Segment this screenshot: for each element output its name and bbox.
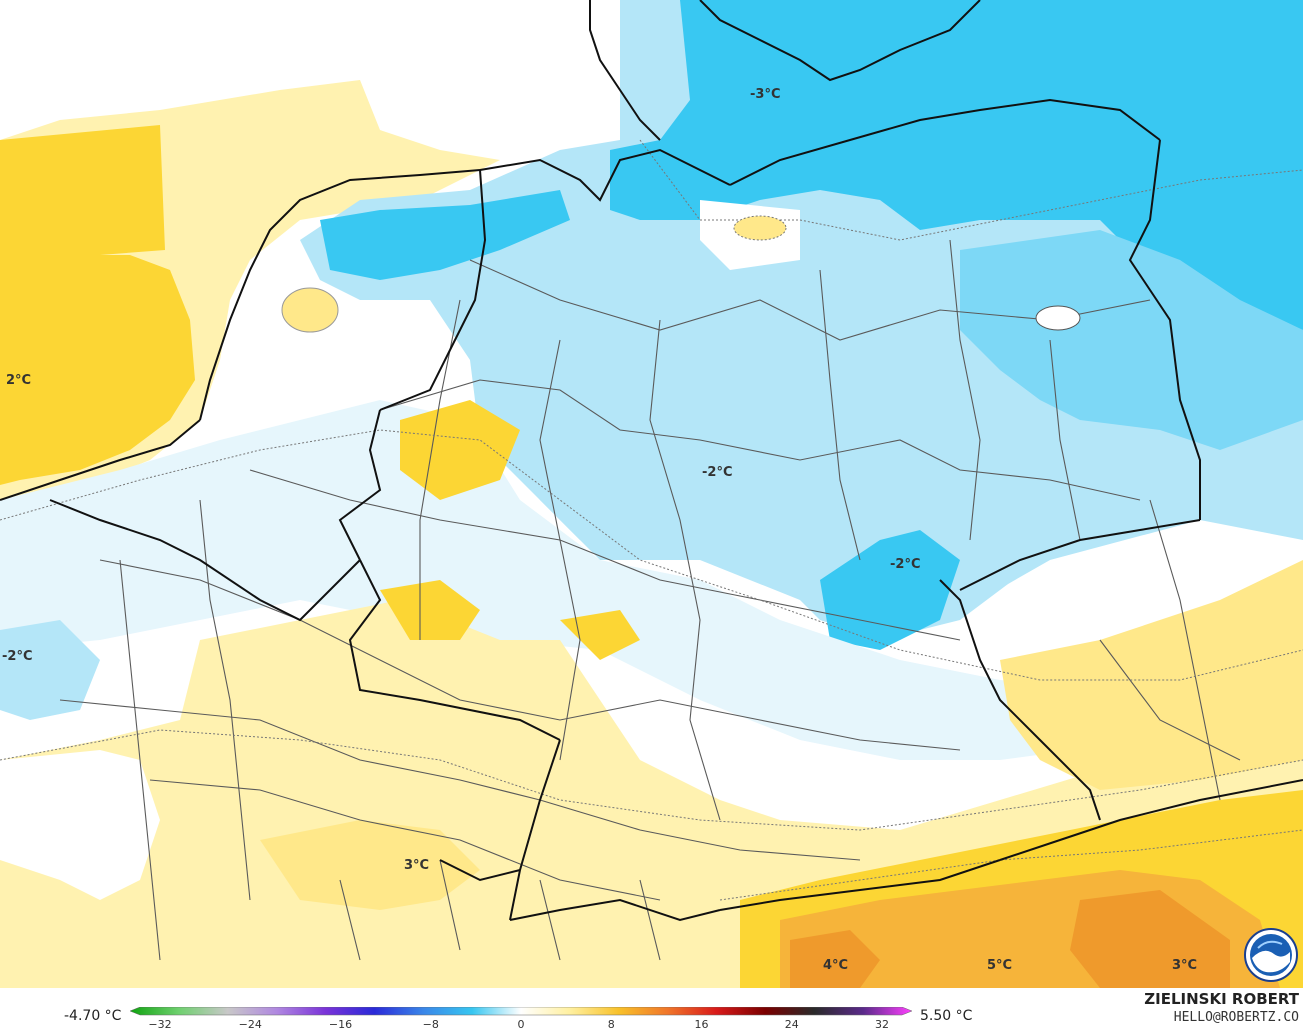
east-yellow-area [1000, 560, 1303, 790]
pale-blue-belt [0, 400, 1303, 760]
temperature-map [0, 0, 1303, 988]
credit-email: HELLO@ROBERTZ.CO [1173, 1010, 1299, 1025]
temp-label-west: 2°C [6, 373, 32, 388]
temp-label-south: 3°C [404, 858, 430, 873]
legend-tick-label: −16 [328, 1018, 353, 1031]
legend-tick-label: −24 [238, 1018, 262, 1031]
temp-label-north: -3°C [750, 87, 781, 102]
border-de-pl [1128, 139, 1201, 520]
border-be-de [338, 409, 382, 561]
lake-shape-3 [281, 287, 339, 333]
country-borders [0, 98, 1303, 922]
central-yellow-patch-2 [380, 580, 480, 640]
southeast-cyan-area [820, 530, 960, 650]
central-yellow-patch [400, 400, 520, 500]
admin-borders [59, 239, 1241, 961]
legend-tick-label: −8 [422, 1018, 439, 1031]
temp-label-alps-west: 4°C [823, 958, 849, 973]
central-yellow-patch-3 [560, 610, 640, 660]
border-at-hu [999, 779, 1303, 861]
south-white-patches [0, 750, 160, 900]
border-fr-be [49, 499, 361, 622]
isotherm-contours [0, 139, 1303, 901]
temp-label-east: -2°C [890, 557, 921, 572]
legend-color-bar [129, 1002, 913, 1016]
legend-tick-label: 32 [875, 1018, 889, 1031]
border-fr-ch [509, 739, 561, 921]
temp-label-southwest: -2°C [2, 649, 33, 664]
border-nl-de [379, 169, 487, 411]
credit-name: ZIELINSKI ROBERT [1144, 990, 1299, 1008]
denmark-coast [589, 0, 981, 141]
northwest-cyan-area [320, 190, 570, 280]
legend-min-label: -4.70 °C [64, 1008, 122, 1024]
coastline-baltic [729, 98, 1161, 186]
legend-tick-label: 0 [517, 1018, 525, 1031]
coastline-channel [0, 419, 201, 501]
south-light-yellow [260, 820, 480, 910]
legend-tick-label: 24 [784, 1018, 799, 1031]
border-fr-de [348, 559, 561, 741]
temp-label-alps-mid: 5°C [987, 958, 1013, 973]
alps-dark-orange [790, 930, 880, 988]
noaa-logo-icon [1244, 928, 1298, 982]
coastline-netherlands [199, 169, 481, 421]
border-de-ch [509, 898, 721, 922]
legend-max-label: 5.50 °C [920, 1008, 973, 1024]
lake-shape-2 [733, 215, 787, 241]
legend-footer: -4.70 °C 5.50 °C −32 −24 −16 −8 0 8 16 24 32 ZIE… [0, 988, 1303, 1035]
legend-tick-label: −32 [148, 1018, 172, 1031]
border-de-cz [939, 579, 1101, 821]
west-blue-patch [0, 620, 100, 720]
legend-tick-label: 16 [694, 1018, 709, 1031]
border-de-at [719, 859, 1001, 911]
lake-shape [1035, 305, 1081, 331]
legend-tick-label: 8 [607, 1018, 615, 1031]
temp-label-alps-east: 3°C [1172, 958, 1198, 973]
border-cz-pl [959, 519, 1201, 591]
legend-gradient [129, 1006, 913, 1016]
east-blue-area [960, 230, 1303, 450]
border-fr-ch-2 [439, 859, 521, 882]
northsea-yellow-area [0, 125, 195, 485]
temp-label-central: -2°C [702, 465, 733, 480]
coastline-germany-north [479, 148, 731, 202]
alps-dark-orange-2 [1070, 890, 1230, 988]
